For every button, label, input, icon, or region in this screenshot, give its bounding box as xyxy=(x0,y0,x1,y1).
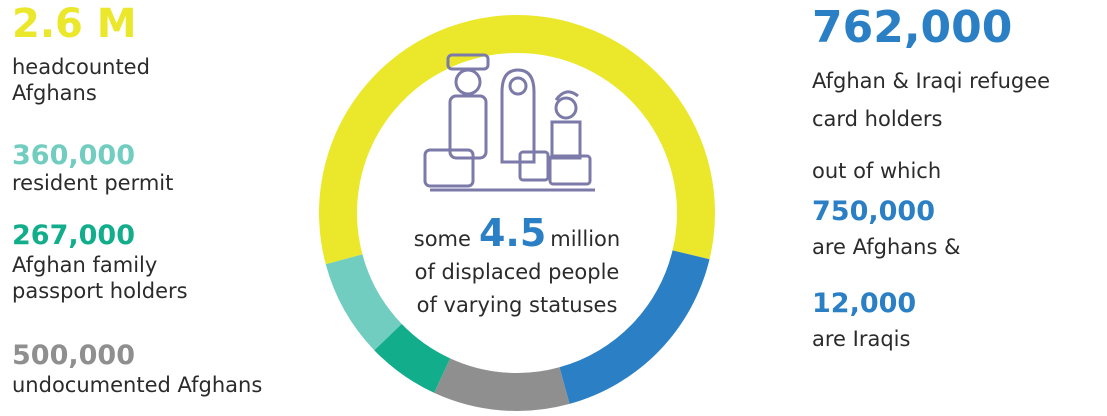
description: undocumented Afghans xyxy=(12,372,262,398)
breakdown-intro: out of which xyxy=(812,158,941,184)
description: Afghans xyxy=(12,80,97,106)
description: card holders xyxy=(812,106,943,132)
description: resident permit xyxy=(12,170,173,196)
page: some 4.5million of displaced people of vary… xyxy=(0,0,1107,416)
breakdown-text: are Iraqis xyxy=(812,326,910,352)
family-icon xyxy=(425,55,595,190)
breakdown-text: are Afghans & xyxy=(812,234,960,260)
donut-chart: some 4.5million of displaced people of vary… xyxy=(0,0,1107,416)
breakdown-value: 750,000 xyxy=(812,198,935,225)
value-label: 360,000 xyxy=(12,142,135,169)
center-value: 4.5 xyxy=(479,211,546,255)
value-label: 267,000 xyxy=(12,222,135,249)
value-label: 762,000 xyxy=(812,6,1012,50)
breakdown-value: 12,000 xyxy=(812,290,916,317)
donut-segment xyxy=(434,358,569,411)
center-line: of displaced people xyxy=(415,260,620,284)
center-before: some xyxy=(414,227,471,251)
description: headcounted xyxy=(12,54,150,80)
description: passport holders xyxy=(12,278,188,304)
description: Afghan family xyxy=(12,252,157,278)
value-label: 500,000 xyxy=(12,342,135,369)
value-label: 2.6 M xyxy=(12,4,137,44)
description: Afghan & Iraqi refugee xyxy=(812,68,1050,94)
center-line: of varying statuses xyxy=(417,293,618,317)
center-after: million xyxy=(550,227,620,251)
